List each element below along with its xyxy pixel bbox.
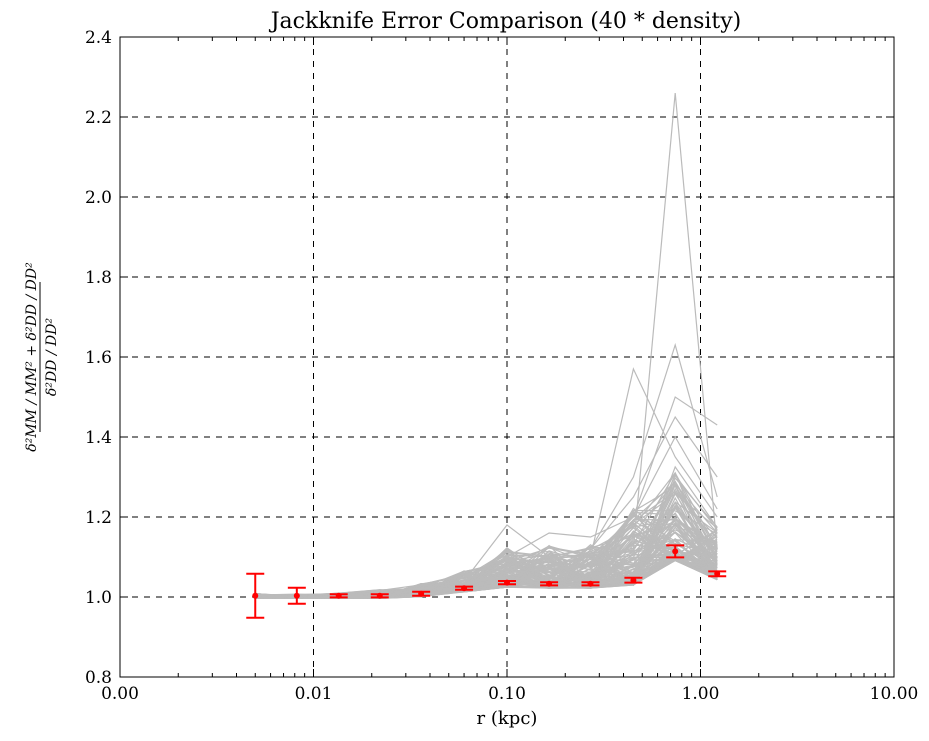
y-tick-label: 1.8 [85,268,112,288]
gray-series-group [255,92,718,600]
x-tick-label: 0.01 [295,684,333,704]
y-tick-label: 1.2 [85,508,112,528]
x-tick-label: 0.00 [101,684,139,704]
y-tick-label: 0.8 [85,668,112,688]
y-tick-label: 1.6 [85,348,112,368]
mean-point [546,580,553,587]
y-tick-label: 2.0 [85,188,112,208]
tick-labels: 0.00 0.01 0.10 1.00 10.00 0.8 1.0 1.2 1.4 1.6 1.8 2… [85,28,918,704]
y-tick-label: 2.2 [85,108,112,128]
mean-point [587,580,594,587]
x-tick-label: 1.00 [682,684,720,704]
mean-point [418,590,425,597]
mean-point [293,592,300,599]
mean-point [376,592,383,599]
mean-point [461,585,468,592]
y-tick-label: 2.4 [85,28,112,48]
y-tick-label: 1.4 [85,428,112,448]
x-tick-label: 0.10 [488,684,526,704]
x-tick-label: 10.00 [870,684,919,704]
chart-title: Jackknife Error Comparison (40 * density… [269,9,742,34]
y-label-numerator: δ²MM / MM² + δ²DD / DD² [24,262,40,452]
mean-point [252,592,259,599]
mean-point [672,548,679,555]
x-axis-label: r (kpc) [477,708,538,729]
mean-point [335,592,342,599]
y-label-denominator: δ²DD / DD² [44,318,60,397]
y-axis-label: δ²MM / MM² + δ²DD / DD² δ²DD / DD² [24,262,60,452]
ticks [119,36,895,678]
mean-series-group [246,544,727,619]
mean-point [504,579,510,586]
y-tick-label: 1.0 [85,588,112,608]
mean-point [630,577,637,584]
mean-point [714,570,721,577]
y-label-fraction: δ²MM / MM² + δ²DD / DD² δ²DD / DD² [24,262,60,452]
